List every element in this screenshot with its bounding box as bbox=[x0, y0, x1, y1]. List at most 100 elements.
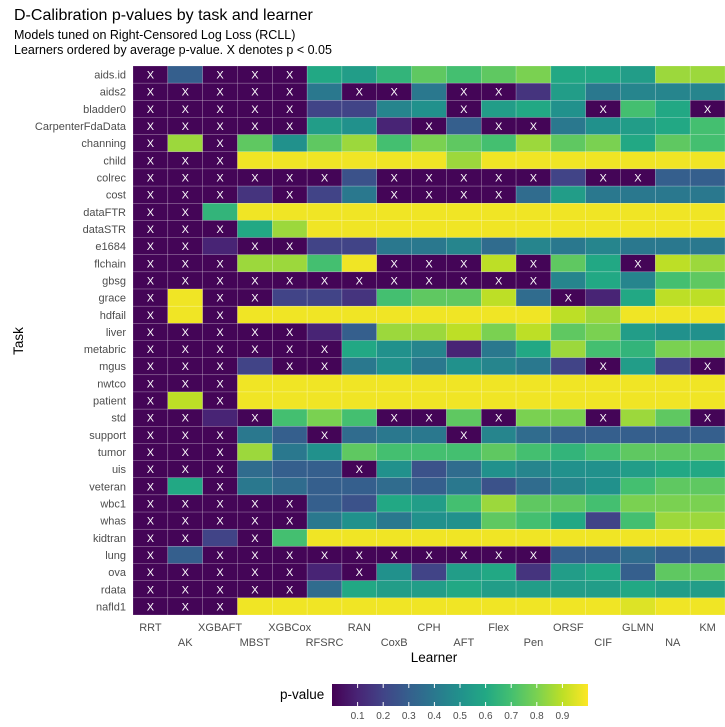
heatmap-cell bbox=[480, 443, 517, 461]
heatmap-cell bbox=[620, 374, 656, 393]
heatmap-cell bbox=[376, 443, 412, 461]
heatmap-cell bbox=[376, 374, 412, 393]
x-axis-title: Learner bbox=[411, 650, 458, 665]
heatmap-cell bbox=[411, 305, 447, 324]
heatmap-cell bbox=[515, 580, 552, 599]
significance-mark: X bbox=[460, 275, 468, 287]
significance-mark: X bbox=[147, 207, 155, 219]
significance-mark: X bbox=[147, 378, 155, 390]
significance-mark: X bbox=[251, 87, 259, 99]
heatmap-cell bbox=[585, 511, 621, 530]
significance-mark: X bbox=[251, 241, 259, 253]
heatmap-cell bbox=[515, 528, 552, 547]
heatmap-cell bbox=[620, 597, 656, 616]
heatmap-cell bbox=[411, 323, 447, 341]
heatmap-cell bbox=[446, 460, 482, 478]
heatmap-cell bbox=[515, 65, 552, 84]
significance-mark: X bbox=[565, 293, 573, 305]
significance-mark: X bbox=[216, 361, 224, 373]
significance-mark: X bbox=[286, 121, 294, 133]
heatmap-cell bbox=[306, 597, 343, 616]
heatmap-cell bbox=[515, 408, 552, 427]
chart-subtitle-line-2: Learners ordered by average p-value. X d… bbox=[14, 43, 332, 57]
heatmap-cell bbox=[341, 374, 378, 393]
heatmap-cell bbox=[480, 100, 517, 118]
significance-mark: X bbox=[147, 275, 155, 287]
heatmap-cell bbox=[237, 220, 273, 238]
heatmap-cell bbox=[515, 305, 552, 324]
heatmap-cell bbox=[480, 597, 517, 616]
significance-mark: X bbox=[147, 396, 155, 408]
y-tick-label: rdata bbox=[101, 584, 127, 596]
significance-mark: X bbox=[182, 190, 190, 202]
y-tick-label: wbc1 bbox=[99, 498, 126, 510]
significance-mark: X bbox=[216, 258, 224, 270]
significance-mark: X bbox=[182, 121, 190, 133]
heatmap-cell bbox=[480, 323, 517, 341]
heatmap-cell bbox=[655, 288, 691, 307]
significance-mark: X bbox=[530, 550, 538, 562]
significance-mark: X bbox=[599, 413, 607, 425]
x-tick-label: RAN bbox=[348, 622, 371, 634]
heatmap-cell bbox=[515, 151, 552, 170]
significance-mark: X bbox=[182, 155, 190, 167]
heatmap-cell bbox=[655, 100, 691, 118]
x-tick-label: AFT bbox=[453, 637, 474, 649]
legend-tick-label: 0.2 bbox=[376, 711, 390, 722]
heatmap-cell bbox=[689, 220, 725, 238]
heatmap-cell bbox=[411, 65, 447, 84]
heatmap-cell bbox=[655, 597, 691, 616]
heatmap-cell bbox=[376, 220, 412, 238]
heatmap-cell bbox=[376, 65, 412, 84]
heatmap-cell bbox=[446, 357, 482, 376]
heatmap-cell bbox=[620, 494, 656, 513]
significance-mark: X bbox=[147, 447, 155, 459]
heatmap-cell bbox=[341, 580, 378, 599]
heatmap-cell bbox=[306, 151, 343, 170]
heatmap-cell bbox=[341, 134, 378, 153]
heatmap-cell bbox=[446, 117, 482, 135]
heatmap-cell bbox=[620, 237, 656, 255]
heatmap-cell bbox=[515, 357, 552, 376]
heatmap-cell bbox=[306, 528, 343, 547]
heatmap-cell bbox=[376, 357, 412, 376]
significance-mark: X bbox=[147, 224, 155, 236]
heatmap-cell bbox=[620, 151, 656, 170]
heatmap-cell bbox=[341, 100, 378, 118]
heatmap-cell bbox=[585, 546, 621, 564]
heatmap-cell bbox=[306, 82, 343, 101]
heatmap-cell bbox=[480, 357, 517, 376]
significance-mark: X bbox=[495, 87, 503, 99]
heatmap-cell bbox=[585, 374, 621, 393]
significance-mark: X bbox=[216, 567, 224, 579]
heatmap-cell bbox=[202, 237, 238, 255]
heatmap-cell bbox=[550, 134, 586, 153]
heatmap-cell bbox=[411, 374, 447, 393]
y-tick-label: metabric bbox=[84, 344, 127, 356]
heatmap-cell bbox=[655, 391, 691, 410]
heatmap-cell bbox=[480, 494, 517, 513]
heatmap-cell bbox=[515, 563, 552, 581]
heatmap-cell bbox=[515, 443, 552, 461]
x-tick-label: Flex bbox=[488, 622, 509, 634]
heatmap-cell bbox=[550, 305, 586, 324]
significance-mark: X bbox=[147, 258, 155, 270]
heatmap-cell bbox=[585, 220, 621, 238]
heatmap-cell bbox=[585, 477, 621, 496]
heatmap-cell bbox=[167, 546, 203, 564]
y-tick-label: aids2 bbox=[100, 87, 126, 99]
y-tick-label: mgus bbox=[99, 361, 126, 373]
heatmap-cell bbox=[585, 563, 621, 581]
heatmap-cell bbox=[411, 357, 447, 376]
heatmap-cell bbox=[515, 391, 552, 410]
heatmap-cell bbox=[237, 185, 273, 204]
heatmap-cell bbox=[655, 443, 691, 461]
heatmap-cell bbox=[515, 323, 552, 341]
heatmap-cell bbox=[585, 151, 621, 170]
heatmap-cell bbox=[689, 477, 725, 496]
legend-colorbar bbox=[332, 684, 588, 706]
heatmap-cell bbox=[480, 288, 517, 307]
heatmap-cell bbox=[655, 528, 691, 547]
x-tick-label: RRT bbox=[139, 622, 162, 634]
